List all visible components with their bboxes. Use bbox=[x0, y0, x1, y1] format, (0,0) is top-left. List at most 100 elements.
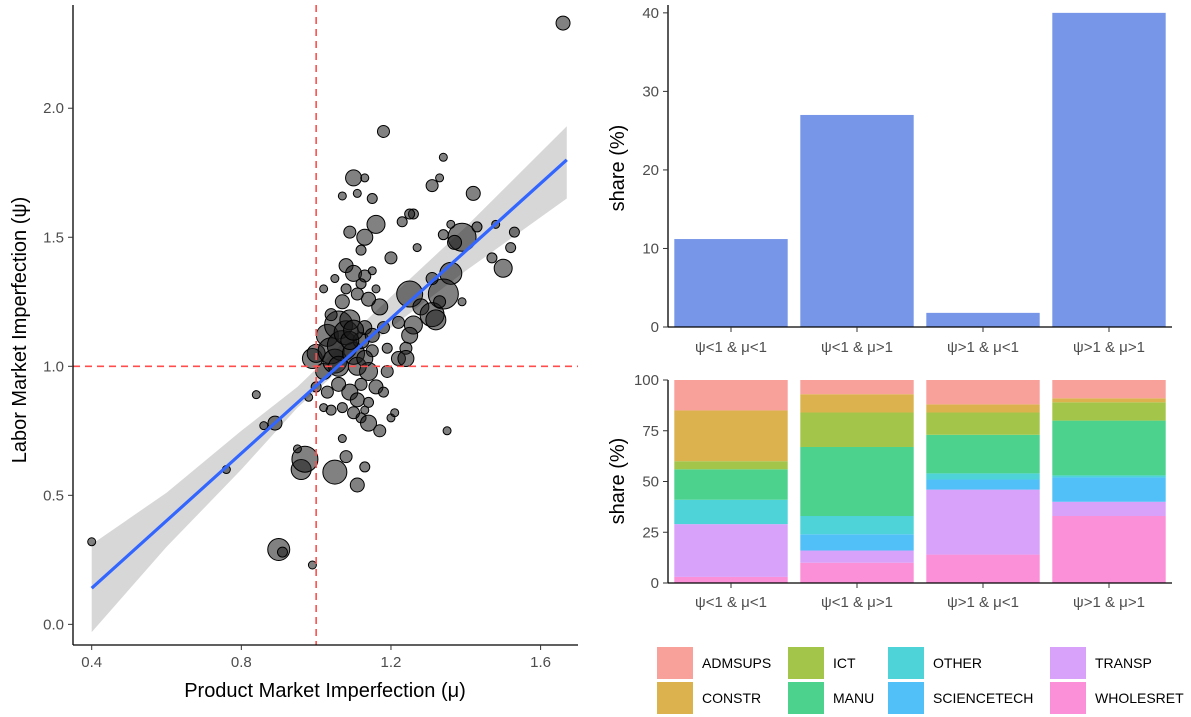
scatter-point bbox=[371, 284, 381, 294]
legend-swatch-manu bbox=[788, 682, 824, 714]
scatter-point bbox=[339, 450, 353, 464]
stacked-segment-wholesret bbox=[926, 554, 1040, 583]
scatter-point bbox=[355, 278, 367, 290]
stacked-segment-constr bbox=[926, 404, 1040, 413]
stacked-segment-transp bbox=[674, 524, 788, 577]
stacked-segment-admsups bbox=[1052, 380, 1166, 399]
scatter-point bbox=[425, 272, 439, 286]
scatter-point bbox=[360, 414, 378, 432]
scatter-point bbox=[307, 560, 317, 570]
scatter-points bbox=[87, 15, 571, 570]
scatter-point bbox=[493, 258, 513, 278]
scatter-point bbox=[457, 297, 467, 307]
scatter-point bbox=[343, 225, 357, 239]
confidence-band bbox=[91, 126, 567, 633]
stacked-segment-wholesret bbox=[1052, 516, 1166, 583]
stacked-segment-ict bbox=[926, 412, 1040, 435]
stacked-segment-manu bbox=[926, 434, 1040, 474]
stacked-segment-admsups bbox=[800, 380, 914, 395]
scatter-point bbox=[319, 284, 329, 294]
stacked-segment-admsups bbox=[926, 380, 1040, 405]
scatter-point bbox=[486, 252, 498, 264]
scatter-point bbox=[361, 291, 377, 307]
scatter-y-axis-title: Labor Market Imperfection (ψ) bbox=[9, 197, 31, 464]
share-bar-y-tick-label: 0 bbox=[651, 319, 659, 336]
share-bar-y-tick-label: 30 bbox=[642, 83, 659, 100]
scatter-point bbox=[433, 295, 447, 309]
stacked-bar-axes: 0 25 50 75 100 ψ<1 & μ<1 ψ<1 & μ>1 ψ>1 & μ<1 ψ>1… bbox=[634, 372, 1172, 611]
scatter-point bbox=[331, 376, 347, 392]
scatter-point bbox=[366, 214, 386, 234]
scatter-y-tick-label: 0.5 bbox=[43, 487, 64, 504]
regression-line bbox=[90, 158, 568, 590]
scatter-point bbox=[384, 251, 398, 265]
stacked-segment-manu bbox=[674, 469, 788, 500]
share-bar-category-label: ψ>1 & μ>1 bbox=[1073, 339, 1145, 356]
scatter-point bbox=[437, 229, 449, 241]
legend-swatch-admsups bbox=[657, 647, 693, 679]
scatter-x-tick-label: 0.8 bbox=[231, 654, 252, 671]
scatter-point bbox=[350, 287, 364, 301]
scatter-point bbox=[397, 350, 415, 368]
stacked-segment-wholesret bbox=[674, 576, 788, 583]
legend-swatch-other bbox=[888, 647, 924, 679]
scatter-point bbox=[325, 404, 337, 416]
scatter-point bbox=[425, 179, 439, 193]
scatter-panel: 0.4 0.8 1.2 1.6 0.0 0.5 1.0 1.5 2.0 Product Mark… bbox=[9, 5, 578, 702]
scatter-point bbox=[404, 208, 416, 220]
scatter-point bbox=[251, 390, 261, 400]
stacked-segment-admsups bbox=[674, 380, 788, 411]
scatter-point bbox=[363, 396, 375, 408]
scatter-point bbox=[390, 408, 400, 418]
scatter-point bbox=[505, 242, 517, 254]
legend-swatch-transp bbox=[1050, 647, 1086, 679]
sector-stacked-bar-panel: 0 25 50 75 100 ψ<1 & μ<1 ψ<1 & μ>1 ψ>1 & μ<1 ψ>1… bbox=[607, 372, 1172, 611]
stacked-segment-sciencetech bbox=[926, 479, 1040, 490]
scatter-axes: 0.4 0.8 1.2 1.6 0.0 0.5 1.0 1.5 2.0 bbox=[43, 5, 578, 671]
stacked-segment-constr bbox=[800, 394, 914, 413]
stacked-segment-other bbox=[800, 516, 914, 535]
scatter-point bbox=[381, 342, 393, 354]
stacked-bar-y-tick-label: 75 bbox=[642, 423, 659, 440]
scatter-point bbox=[401, 326, 419, 344]
scatter-point bbox=[435, 173, 445, 183]
stacked-segment-transp bbox=[800, 550, 914, 563]
stacked-segment-ict bbox=[674, 461, 788, 470]
stacked-segment-manu bbox=[800, 446, 914, 517]
scatter-point bbox=[412, 243, 422, 253]
scatter-point bbox=[391, 315, 405, 329]
scatter-point bbox=[555, 15, 571, 31]
stacked-segment-other bbox=[1052, 475, 1166, 478]
stacked-segment-ict bbox=[1052, 402, 1166, 421]
legend-label-transp: TRANSP bbox=[1095, 655, 1152, 671]
stacked-bar-y-axis-title: share (%) bbox=[607, 438, 629, 525]
scatter-point bbox=[349, 477, 365, 493]
scatter-point bbox=[87, 537, 97, 547]
scatter-point bbox=[447, 234, 463, 250]
share-bar-category-label: ψ<1 & μ<1 bbox=[695, 339, 767, 356]
stacked-segment-other bbox=[674, 499, 788, 525]
legend-label-manu: MANU bbox=[833, 690, 874, 706]
scatter-x-tick-label: 0.4 bbox=[81, 654, 102, 671]
scatter-point bbox=[320, 385, 334, 399]
scatter-point bbox=[340, 283, 352, 295]
scatter-y-tick-label: 2.0 bbox=[43, 100, 64, 117]
scatter-point bbox=[276, 546, 288, 558]
stacked-segment-constr bbox=[674, 410, 788, 462]
share-bar bbox=[1052, 12, 1166, 327]
legend-label-sciencetech: SCIENCETECH bbox=[933, 690, 1033, 706]
scatter-y-tick-label: 1.0 bbox=[43, 358, 64, 375]
legend-label-admsups: ADMSUPS bbox=[702, 655, 771, 671]
stacked-segment-wholesret bbox=[800, 562, 914, 583]
stacked-segment-manu bbox=[1052, 420, 1166, 476]
scatter-point bbox=[396, 216, 408, 228]
scatter-point bbox=[334, 294, 350, 310]
stacked-bar-category-label: ψ>1 & μ<1 bbox=[947, 594, 1019, 611]
scatter-point bbox=[343, 319, 365, 341]
scatter-point bbox=[356, 350, 374, 368]
scatter-x-tick-label: 1.6 bbox=[530, 654, 551, 671]
share-bar-y-tick-label: 40 bbox=[642, 5, 659, 22]
confidence-band-area bbox=[91, 126, 567, 633]
legend-label-constr: CONSTR bbox=[702, 690, 761, 706]
